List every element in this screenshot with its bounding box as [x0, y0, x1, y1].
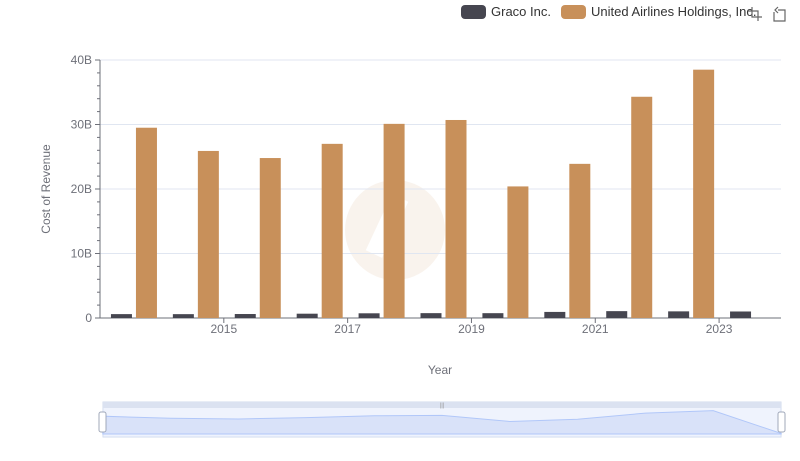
legend-item-united-airlines[interactable]: United Airlines Holdings, Inc.	[560, 4, 757, 19]
bar-united-airlines-2015[interactable]	[197, 150, 219, 318]
y-axis-label: Cost of Revenue	[39, 144, 53, 234]
bar-graco-2018[interactable]	[358, 313, 380, 318]
y-tick-label: 0	[85, 311, 92, 325]
bar-graco-2023[interactable]	[668, 311, 690, 318]
legend-swatch-graco	[461, 4, 486, 19]
x-tick-label: 2021	[582, 322, 609, 336]
bar-united-airlines-2019[interactable]	[445, 119, 467, 318]
data-zoom-left-handle[interactable]	[98, 411, 107, 433]
y-tick-label: 30B	[71, 118, 92, 132]
x-axis-label: Year	[428, 363, 452, 377]
bar-united-airlines-2018[interactable]	[383, 123, 405, 318]
y-tick-label: 10B	[71, 247, 92, 261]
bar-united-airlines-2021[interactable]	[569, 163, 591, 318]
bar-graco-2015[interactable]	[172, 314, 194, 318]
bar-united-airlines-2022[interactable]	[631, 96, 653, 318]
data-zoom-preview-area	[102, 410, 782, 435]
bar-graco-2014[interactable]	[110, 314, 132, 318]
bar-graco-2022[interactable]	[606, 311, 628, 318]
data-zoom-slider[interactable]: |||	[98, 401, 786, 438]
bar-united-airlines-2023[interactable]	[693, 69, 715, 318]
bar-graco-2016[interactable]	[234, 314, 256, 318]
svg-text:|||: |||	[440, 403, 445, 409]
bar-united-airlines-2014[interactable]	[135, 127, 157, 318]
zoom-reset-icon[interactable]	[771, 6, 787, 22]
x-tick-label: 2023	[706, 322, 733, 336]
legend-swatch-united-airlines	[560, 4, 586, 19]
bar-graco-2019[interactable]	[420, 313, 442, 318]
toolbox	[747, 6, 787, 22]
data-zoom-right-handle[interactable]	[777, 411, 786, 433]
zoom-icon[interactable]	[747, 6, 763, 22]
y-tick-label: 20B	[71, 182, 92, 196]
bar-united-airlines-2017[interactable]	[321, 143, 343, 318]
x-tick-label: 2015	[210, 322, 237, 336]
data-zoom-move-handle[interactable]	[103, 402, 781, 408]
bar-united-airlines-2020[interactable]	[507, 186, 529, 318]
bar-graco-2020[interactable]	[482, 313, 504, 318]
legend: Graco Inc. United Airlines Holdings, Inc…	[461, 4, 756, 19]
legend-label-graco: Graco Inc.	[491, 4, 551, 19]
legend-label-united-airlines: United Airlines Holdings, Inc.	[590, 4, 757, 19]
x-tick-label: 2017	[334, 322, 361, 336]
bar-graco-2024[interactable]	[730, 311, 752, 318]
x-tick-label: 2019	[458, 322, 485, 336]
legend-item-graco[interactable]: Graco Inc.	[461, 4, 551, 19]
bar-united-airlines-2016[interactable]	[259, 158, 281, 318]
y-tick-label: 40B	[71, 53, 92, 67]
bar-graco-2017[interactable]	[296, 313, 318, 318]
bar-graco-2021[interactable]	[544, 311, 566, 318]
